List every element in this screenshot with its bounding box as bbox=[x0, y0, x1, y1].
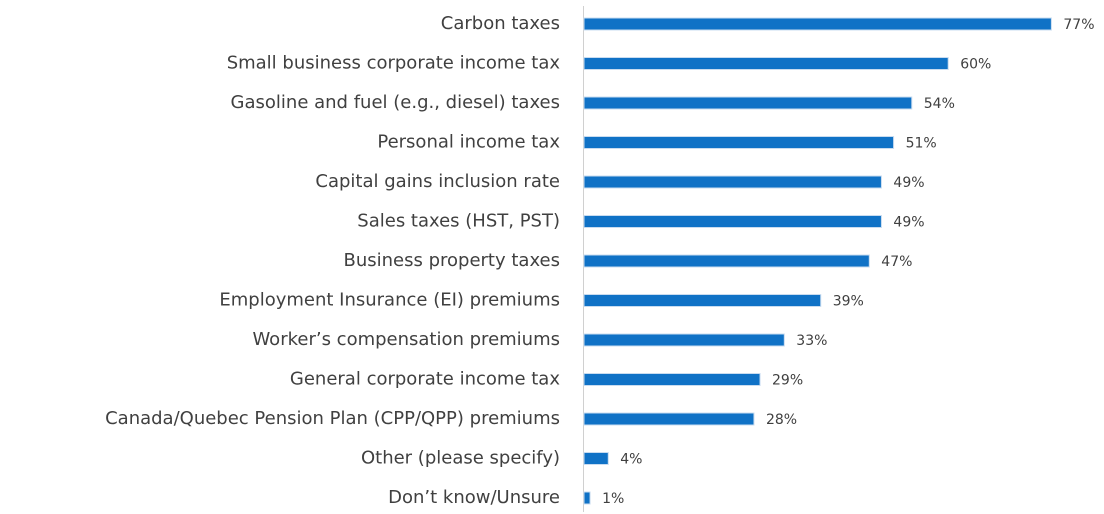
bar bbox=[583, 57, 949, 70]
value-label: 4% bbox=[620, 452, 642, 468]
value-label: 47% bbox=[881, 254, 912, 270]
value-label: 28% bbox=[766, 412, 797, 428]
bar bbox=[583, 17, 1052, 31]
bar bbox=[583, 333, 785, 347]
value-label: 51% bbox=[906, 136, 937, 152]
value-label: 77% bbox=[1063, 17, 1094, 33]
category-label: Don’t know/Unsure bbox=[388, 487, 560, 508]
bar bbox=[583, 254, 870, 268]
value-label: 54% bbox=[924, 96, 955, 112]
category-label: Capital gains inclusion rate bbox=[315, 171, 560, 192]
category-label: Canada/Quebec Pension Plan (CPP/QPP) pre… bbox=[105, 408, 560, 429]
value-label: 1% bbox=[602, 491, 624, 507]
value-label: 33% bbox=[796, 333, 827, 349]
category-label: General corporate income tax bbox=[290, 369, 560, 390]
value-label: 39% bbox=[833, 294, 864, 310]
value-label: 29% bbox=[772, 373, 803, 389]
bar bbox=[583, 452, 609, 465]
bar bbox=[583, 373, 761, 386]
category-label: Business property taxes bbox=[343, 250, 560, 271]
category-label: Personal income tax bbox=[377, 132, 560, 153]
bar bbox=[583, 136, 895, 149]
bar bbox=[583, 491, 591, 505]
value-label: 49% bbox=[893, 215, 924, 231]
bar bbox=[583, 215, 882, 228]
category-label: Gasoline and fuel (e.g., diesel) taxes bbox=[231, 92, 560, 113]
bar bbox=[583, 412, 755, 426]
category-label: Other (please specify) bbox=[361, 448, 560, 469]
category-label: Employment Insurance (EI) premiums bbox=[219, 290, 560, 311]
bar bbox=[583, 96, 913, 110]
value-label: 49% bbox=[893, 175, 924, 191]
category-label: Small business corporate income tax bbox=[227, 53, 561, 74]
category-label: Sales taxes (HST, PST) bbox=[357, 211, 560, 232]
category-label: Carbon taxes bbox=[441, 13, 560, 34]
bar bbox=[583, 175, 882, 189]
category-label: Worker’s compensation premiums bbox=[252, 329, 560, 350]
bar bbox=[583, 294, 822, 307]
value-label: 60% bbox=[960, 57, 991, 73]
